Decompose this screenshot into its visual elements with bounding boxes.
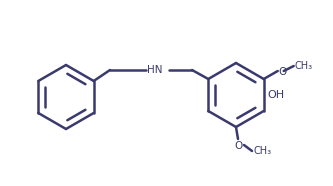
Text: O: O (234, 141, 242, 151)
Text: HN: HN (147, 65, 163, 75)
Text: CH₃: CH₃ (253, 146, 271, 156)
Text: O: O (279, 67, 287, 77)
Text: OH: OH (268, 90, 285, 100)
Text: CH₃: CH₃ (295, 61, 313, 71)
